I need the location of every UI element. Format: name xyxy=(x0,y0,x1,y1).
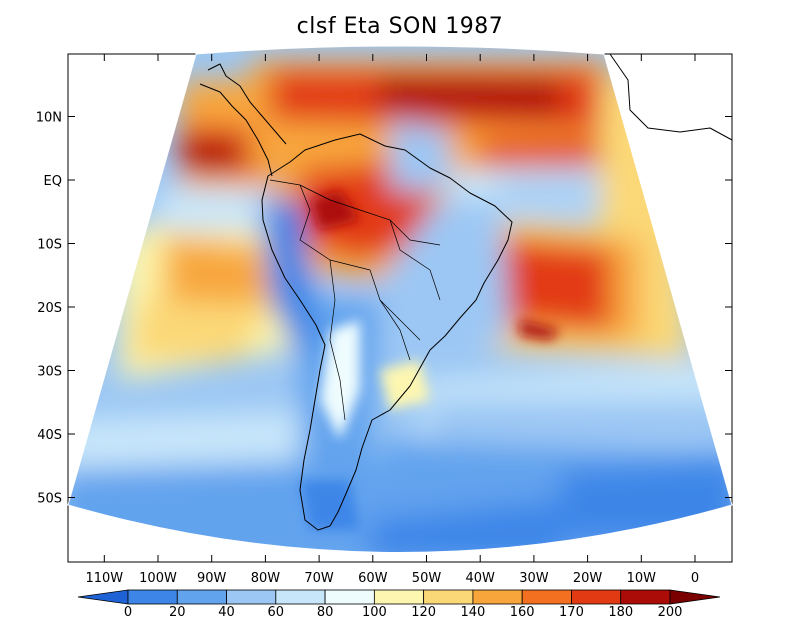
africa-coast xyxy=(609,53,733,141)
colorbar-box xyxy=(226,589,277,605)
lon-label: 70W xyxy=(304,571,334,586)
colorbar-label: 100 xyxy=(362,605,387,618)
colorbar-label: 80 xyxy=(317,605,334,618)
colorbar-box xyxy=(521,589,572,605)
lat-label: 50S xyxy=(37,492,62,507)
lon-label: 100W xyxy=(139,571,177,586)
lon-label: 110W xyxy=(85,571,123,586)
cloud-field-domain xyxy=(68,46,732,553)
colorbar-label: 200 xyxy=(658,605,683,618)
coastlines xyxy=(199,53,733,531)
lat-label: 40S xyxy=(37,428,62,443)
lon-label: 50W xyxy=(412,571,442,586)
colorbar-box xyxy=(571,589,622,605)
lon-label: 60W xyxy=(358,571,388,586)
colorbar-arrow-low xyxy=(77,589,129,605)
lon-label: 0 xyxy=(691,571,699,586)
lat-label: 20S xyxy=(37,301,62,316)
colorbar-label: 180 xyxy=(608,605,633,618)
colorbar-label: 120 xyxy=(411,605,436,618)
colorbar: 0 20 40 60 80 100 120 140 160 170 180 200 xyxy=(77,589,721,618)
colorbar-box xyxy=(472,589,523,605)
colorbar-label: 40 xyxy=(218,605,235,618)
lon-label: 20W xyxy=(573,571,603,586)
lon-label: 40W xyxy=(465,571,495,586)
lat-label: 10N xyxy=(36,111,62,126)
south-america-coast xyxy=(261,133,513,531)
colorbar-box xyxy=(423,589,474,605)
colorbar-label: 160 xyxy=(510,605,535,618)
colorbar-label: 170 xyxy=(559,605,584,618)
central-america-coast xyxy=(199,63,287,177)
colorbar-box xyxy=(176,589,227,605)
longitude-axis: 110W 100W 90W 80W 70W 60W 50W 40W 30W 20W 10W 0 xyxy=(85,54,699,586)
latitude-axis: 10N EQ 10S 20S 30S 40S 50S xyxy=(36,111,732,507)
colorbar-label: 140 xyxy=(460,605,485,618)
lon-label: 80W xyxy=(251,571,281,586)
lon-label: 90W xyxy=(197,571,227,586)
colorbar-arrow-high xyxy=(669,589,721,605)
colorbar-box xyxy=(324,589,375,605)
colorbar-label: 60 xyxy=(268,605,285,618)
colorbar-box xyxy=(373,589,425,605)
lon-label: 30W xyxy=(519,571,549,586)
country-borders xyxy=(269,179,441,421)
lat-label: EQ xyxy=(44,174,62,189)
lat-label: 30S xyxy=(37,365,62,380)
colorbar-box xyxy=(620,589,671,605)
colorbar-label: 0 xyxy=(124,605,132,618)
colorbar-label: 20 xyxy=(169,605,186,618)
lat-label: 10S xyxy=(37,238,62,253)
colorbar-box xyxy=(127,589,178,605)
map-title: clsf Eta SON 1987 xyxy=(296,14,504,39)
lon-label: 10W xyxy=(627,571,657,586)
colorbar-box xyxy=(275,589,326,605)
domain-outline xyxy=(67,45,733,553)
